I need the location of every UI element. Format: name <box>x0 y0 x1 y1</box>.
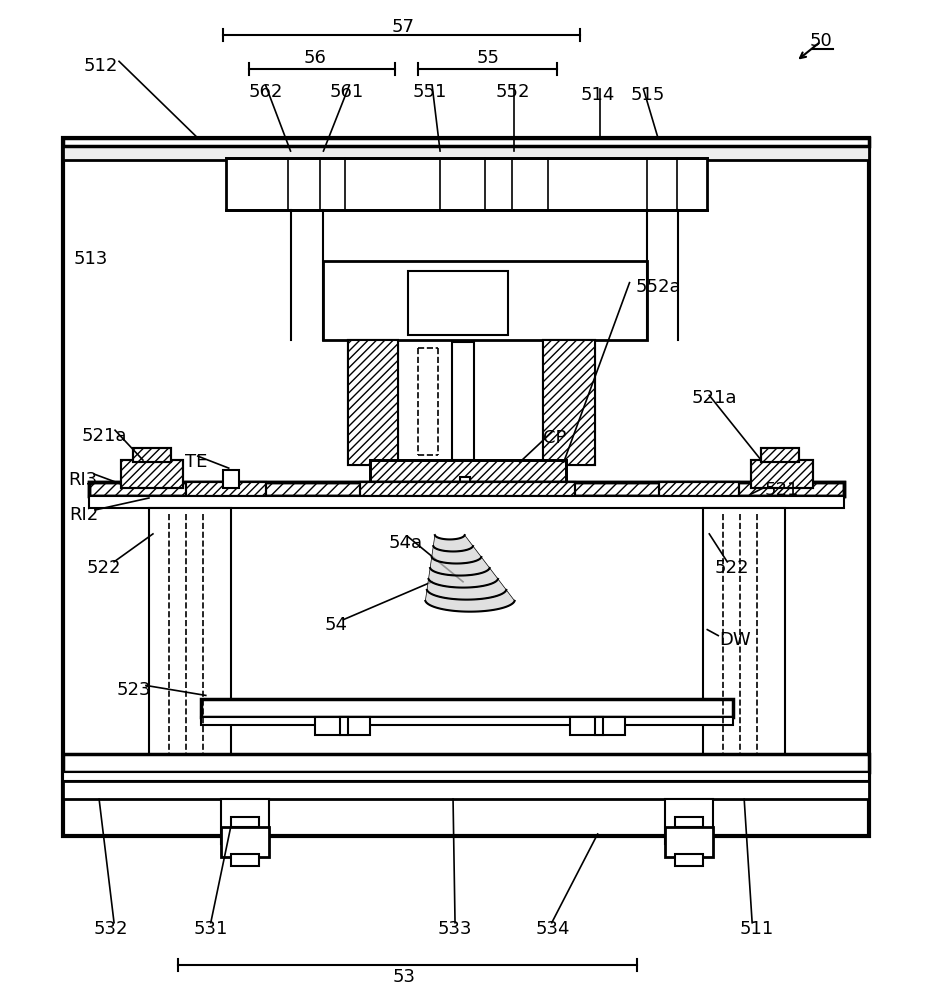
Text: 57: 57 <box>391 18 415 36</box>
Bar <box>316 717 370 735</box>
Text: 56: 56 <box>304 49 327 67</box>
Text: 522: 522 <box>715 559 749 577</box>
Bar <box>340 717 348 735</box>
Text: 531: 531 <box>193 920 228 938</box>
Bar <box>133 448 171 462</box>
Text: 515: 515 <box>630 86 665 104</box>
Bar <box>675 817 703 827</box>
Text: 522: 522 <box>87 559 121 577</box>
Bar <box>348 340 398 465</box>
Text: 534: 534 <box>535 920 570 938</box>
Polygon shape <box>431 557 489 576</box>
Text: 523: 523 <box>117 681 151 699</box>
Bar <box>452 342 474 460</box>
Bar <box>543 340 595 465</box>
Bar <box>570 717 625 735</box>
Bar <box>64 781 869 799</box>
Bar <box>323 261 647 340</box>
Text: 50: 50 <box>810 32 832 50</box>
Text: DW: DW <box>719 631 751 649</box>
Text: 521a: 521a <box>691 389 737 407</box>
Text: RI3: RI3 <box>68 471 98 489</box>
Bar <box>751 460 813 488</box>
Text: 562: 562 <box>248 83 283 101</box>
Text: 533: 533 <box>438 920 473 938</box>
Bar <box>370 460 566 482</box>
Bar <box>220 827 269 857</box>
Bar <box>675 854 703 866</box>
Bar <box>226 158 707 210</box>
Text: 55: 55 <box>476 49 500 67</box>
Bar <box>665 827 714 857</box>
Bar <box>348 340 398 465</box>
Bar <box>361 482 574 496</box>
Bar <box>121 460 183 488</box>
Text: 511: 511 <box>740 920 774 938</box>
Text: 513: 513 <box>74 250 108 268</box>
Polygon shape <box>432 546 481 564</box>
Polygon shape <box>427 579 506 600</box>
Polygon shape <box>429 568 498 588</box>
Bar <box>64 772 869 781</box>
Bar <box>133 448 171 462</box>
Text: 561: 561 <box>329 83 363 101</box>
Text: 521a: 521a <box>81 427 127 445</box>
Text: 54: 54 <box>325 616 347 634</box>
Bar <box>408 271 508 335</box>
Bar <box>460 477 470 487</box>
Bar <box>361 482 574 496</box>
Bar <box>231 817 259 827</box>
Polygon shape <box>425 590 515 612</box>
Text: 551: 551 <box>413 83 447 101</box>
Bar <box>64 754 869 772</box>
Text: 514: 514 <box>580 86 615 104</box>
Bar <box>149 508 231 762</box>
Bar <box>220 799 269 844</box>
Text: 552: 552 <box>496 83 531 101</box>
Text: 512: 512 <box>84 57 119 75</box>
Bar <box>64 138 869 836</box>
Bar <box>64 138 869 160</box>
Polygon shape <box>433 535 473 551</box>
Bar <box>665 799 714 844</box>
Text: 53: 53 <box>392 968 416 986</box>
Bar <box>186 482 265 496</box>
Bar <box>231 854 259 866</box>
Bar <box>201 699 733 717</box>
Bar <box>64 138 869 146</box>
Bar <box>703 508 785 762</box>
Bar <box>201 717 733 725</box>
Bar <box>543 340 595 465</box>
Bar <box>761 448 799 462</box>
Bar <box>761 448 799 462</box>
Bar <box>370 460 566 482</box>
Bar <box>89 496 844 508</box>
Bar <box>89 482 844 496</box>
Bar <box>595 717 602 735</box>
Bar <box>222 470 239 488</box>
Text: 54a: 54a <box>389 534 422 552</box>
Bar <box>89 482 844 496</box>
Bar <box>186 482 265 496</box>
Bar <box>659 482 739 496</box>
Text: CP: CP <box>543 429 566 447</box>
Text: 552a: 552a <box>635 278 681 296</box>
Bar <box>751 460 813 488</box>
Text: 521: 521 <box>764 481 799 499</box>
Text: 532: 532 <box>93 920 128 938</box>
Text: RI2: RI2 <box>69 506 99 524</box>
Bar <box>121 460 183 488</box>
Bar <box>659 482 739 496</box>
Text: TE: TE <box>185 453 207 471</box>
